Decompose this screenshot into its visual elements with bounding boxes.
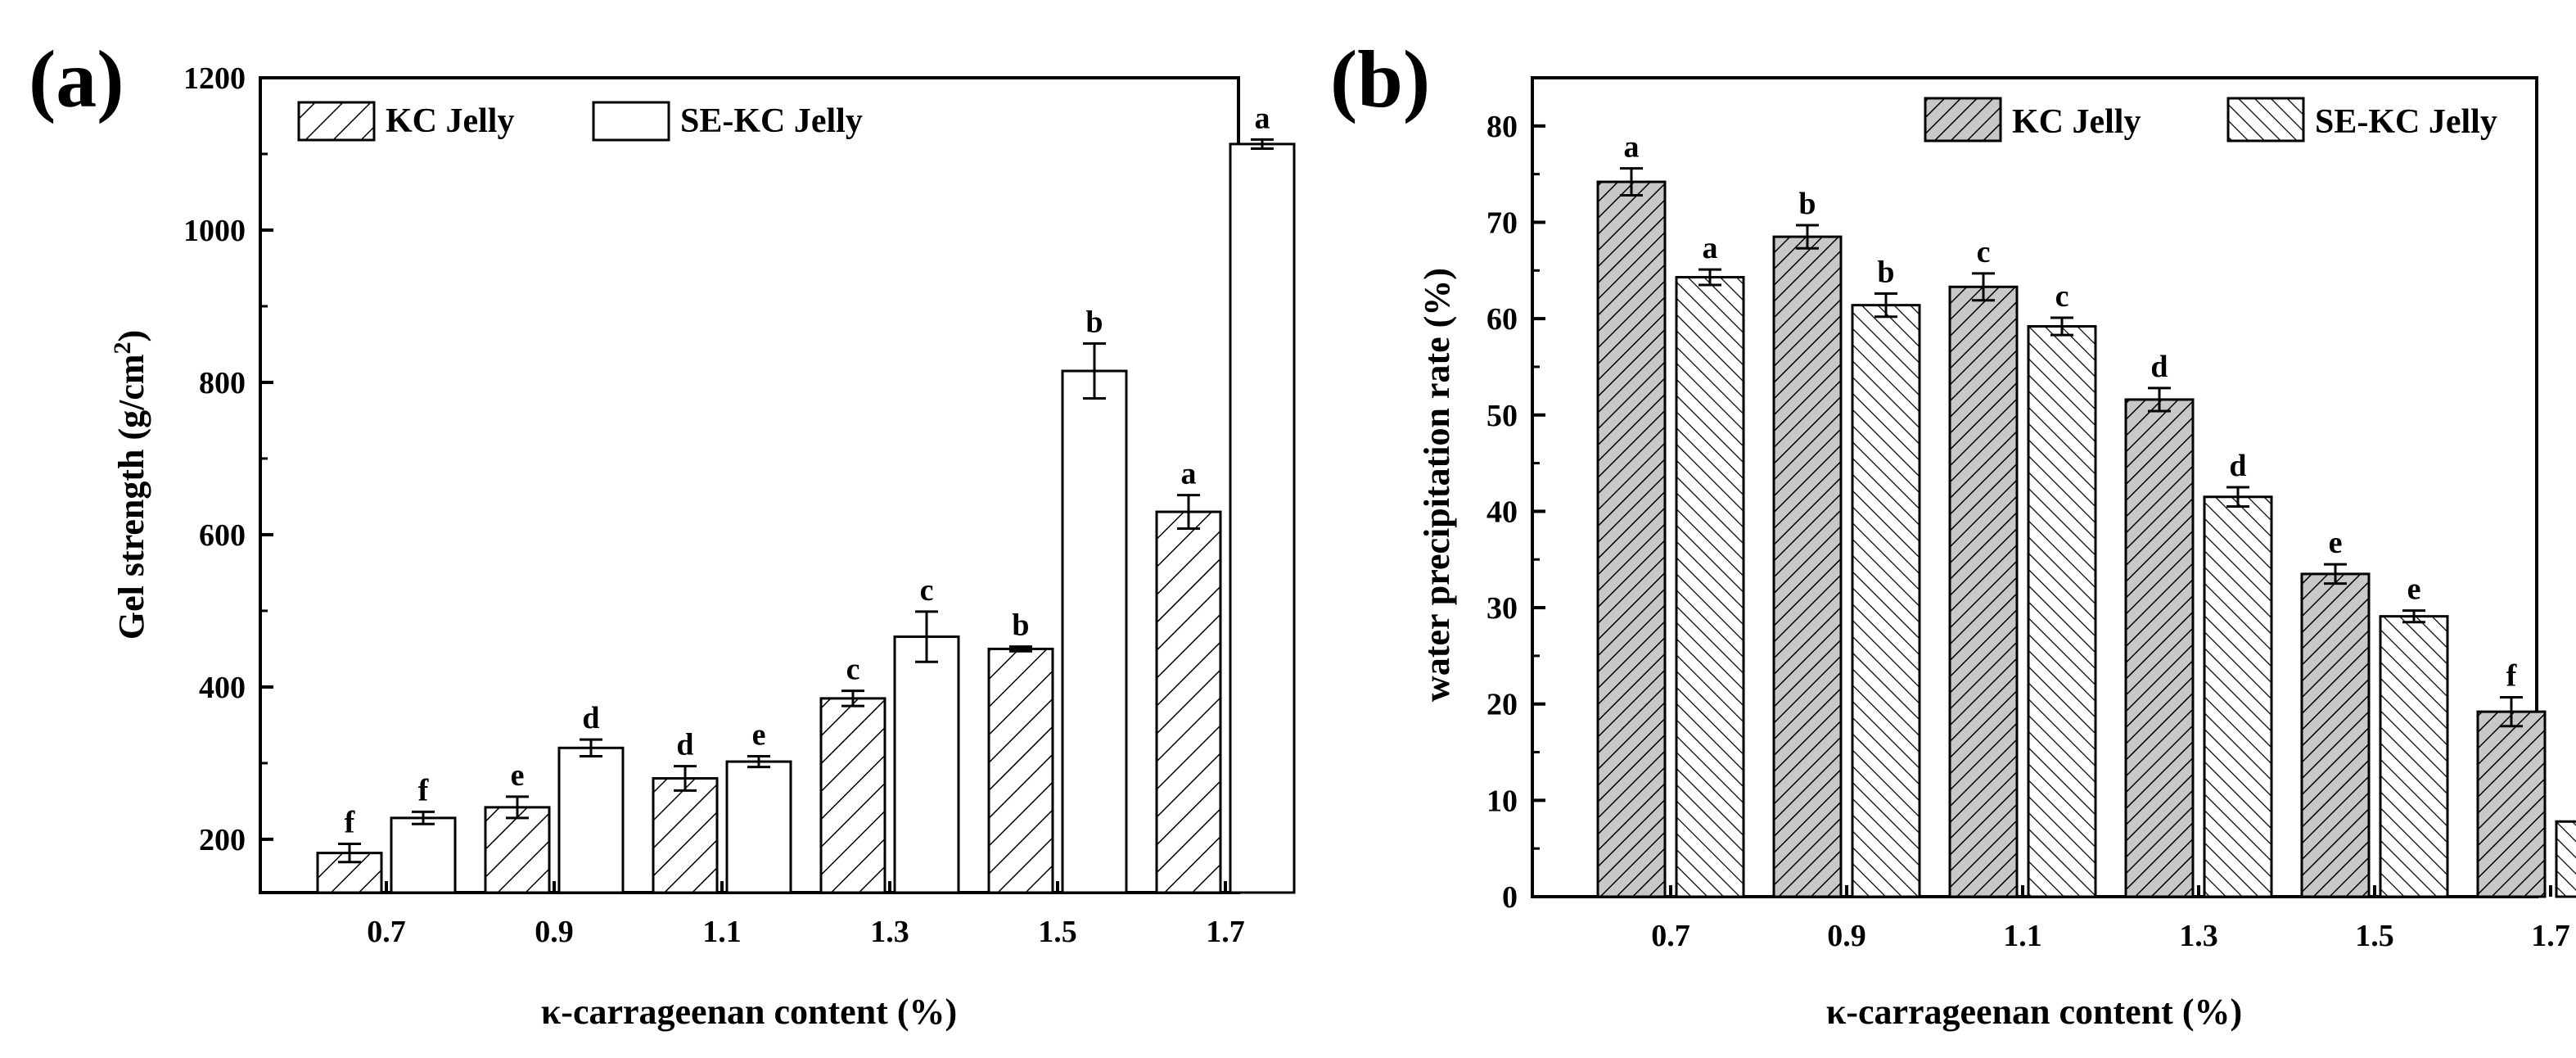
bar-a-kc-jelly-1.7 [1157,512,1220,893]
y-tick-label-b: 0 [1502,880,1518,915]
legend-label-a-2: SE-KC Jelly [680,102,863,140]
x-axis-title-b: κ-carrageenan content (%) [1826,992,2242,1032]
panel-label-a: (a) [29,34,124,124]
significance-letter-b: b [1798,187,1816,221]
significance-letter-a: e [511,758,525,793]
y-axis-title-a-base: Gel strength (g/cm [111,354,151,640]
x-tick-label-b: 1.7 [2531,919,2570,953]
bar-b-kc-jelly-0.7 [1598,182,1665,897]
legend-label-b-1: KC Jelly [2012,103,2141,141]
x-tick-label-b: 0.9 [1827,919,1866,953]
bar-b-kc-jelly-1.1 [1950,287,2017,897]
bar-a-se-kc-jelly-1.7 [1230,144,1294,893]
x-tick-label-a: 1.5 [1038,915,1077,949]
y-tick-label-b: 80 [1487,110,1518,144]
y-tick-label-a: 1200 [183,61,246,96]
bar-a-se-kc-jelly-1.5 [1062,371,1126,893]
significance-letter-b: c [2055,279,2069,314]
significance-letter-a: c [920,573,934,608]
legend-a: KC Jelly SE-KC Jelly [299,102,863,140]
y-tick-label-a: 400 [199,671,246,705]
significance-letter-a: e [752,718,766,753]
legend-b: KC Jelly SE-KC Jelly [1925,98,2497,141]
bar-a-se-kc-jelly-1.3 [895,637,959,893]
significance-letter-b: b [1877,255,1894,290]
significance-letter-b: e [2329,526,2343,560]
y-tick-label-b: 50 [1487,399,1518,433]
x-tick-label-b: 0.7 [1651,919,1690,953]
y-tick-label-a: 1000 [183,214,246,248]
bar-a-se-kc-jelly-0.9 [559,748,623,893]
legend-swatch-b-1 [1925,98,2001,141]
bar-b-se-kc-jelly-1.1 [2028,327,2096,897]
significance-letter-a: f [345,805,356,839]
x-tick-label-b: 1.3 [2179,919,2218,953]
significance-letter-a: b [1085,305,1103,340]
bar-a-kc-jelly-1.3 [821,699,885,893]
significance-letter-a: a [1255,101,1270,135]
bar-a-kc-jelly-1.5 [989,649,1053,893]
significance-letter-a: d [676,728,693,762]
significance-letter-a: b [1012,608,1029,643]
y-tick-label-b: 10 [1487,784,1518,818]
significance-letter-a: a [1181,457,1197,491]
x-tick-label-b: 1.1 [2003,919,2042,953]
legend-swatch-a-2 [593,102,669,140]
figure: (a) 200400600800100012000.7 0.9 1.1 1.3 1.5 1… [0,0,2576,1058]
x-tick-label-a: 1.3 [870,915,909,949]
bar-b-kc-jelly-0.9 [1774,237,1841,897]
x-axis-title-a: κ-carrageenan content (%) [541,992,957,1032]
significance-letter-b: e [2407,572,2421,607]
bars-b: abcdefabcdef [1598,130,2576,897]
significance-letter-b: a [1624,130,1640,165]
x-tick-label-a: 0.9 [535,915,574,949]
bar-a-se-kc-jelly-1.1 [727,762,791,893]
bar-b-se-kc-jelly-1.3 [2204,497,2271,897]
chart-panel-a: (a) 200 400 600 800 1000 1200 0.7 0.9 1.1 1.3 1.5 1… [29,34,1294,1032]
significance-letter-b: d [2150,350,2168,384]
bar-a-se-kc-jelly-0.7 [391,818,455,893]
y-axis-title-a-superscript: 2 [109,341,136,354]
significance-letter-b: f [2506,658,2518,693]
y-axis-title-a-close: ) [111,330,151,342]
legend-label-a-1: KC Jelly [386,102,514,140]
y-axis-title-b: water precipitation rate (%) [1417,268,1457,702]
bar-b-kc-jelly-1.3 [2126,400,2193,897]
significance-letter-b: a [1703,231,1718,265]
y-tick-label-a: 600 [199,518,246,553]
legend-swatch-b-2 [2228,98,2303,141]
bar-a-kc-jelly-1.1 [653,779,717,893]
x-tick-label-a: 0.7 [367,915,406,949]
bar-b-se-kc-jelly-1.5 [2380,617,2447,897]
legend-label-b-2: SE-KC Jelly [2315,103,2497,141]
bar-b-se-kc-jelly-1.7 [2556,821,2576,897]
bar-b-se-kc-jelly-0.9 [1852,305,1920,897]
bars-a: f e d c b a f d e c b a [318,101,1294,893]
y-tick-label-b: 70 [1487,206,1518,240]
x-tick-label-a: 1.7 [1206,915,1245,949]
bar-b-se-kc-jelly-0.7 [1676,278,1744,897]
bar-a-kc-jelly-0.9 [485,807,549,893]
significance-letter-b: c [1977,235,1991,269]
panel-label-b: (b) [1330,34,1430,124]
y-tick-label-b: 40 [1487,495,1518,529]
y-tick-label-b: 20 [1487,688,1518,722]
significance-letter-a: c [846,653,860,687]
significance-letter-a: f [418,773,430,807]
legend-swatch-a-1 [299,102,374,140]
y-axis-title-a: Gel strength (g/cm2) [109,330,152,640]
y-tick-label-a: 200 [199,823,246,857]
y-tick-label-a: 800 [199,366,246,400]
y-tick-label-b: 60 [1487,302,1518,337]
significance-letter-a: d [582,701,599,735]
significance-letter-b: d [2229,449,2246,483]
y-tick-label-b: 30 [1487,591,1518,626]
bar-b-kc-jelly-1.7 [2478,712,2545,897]
bar-b-kc-jelly-1.5 [2302,574,2369,897]
x-tick-label-a: 1.1 [702,915,742,949]
x-tick-label-b: 1.5 [2355,919,2394,953]
